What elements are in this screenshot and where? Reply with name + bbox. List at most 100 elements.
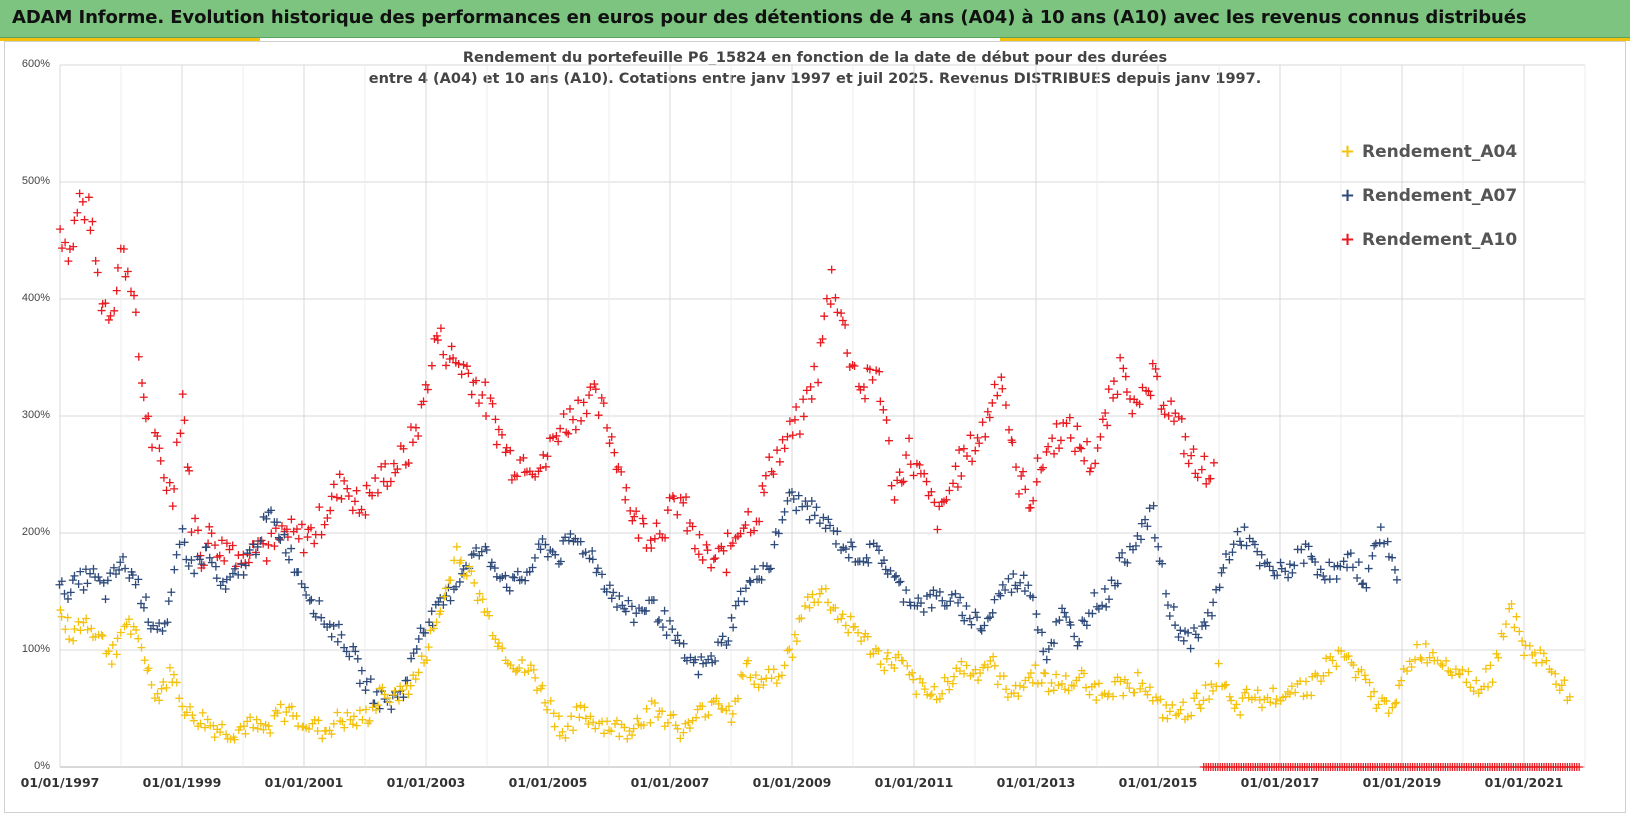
a07-point	[351, 647, 360, 656]
a04-point	[462, 571, 471, 580]
a04-point	[126, 630, 135, 639]
a04-point	[1428, 648, 1437, 657]
a07-point	[1150, 533, 1159, 542]
a07-point	[750, 565, 759, 574]
a04-point	[589, 718, 598, 727]
a04-point	[1179, 698, 1188, 707]
a07-point	[831, 539, 840, 548]
a07-point	[844, 553, 853, 562]
a07-point	[880, 556, 889, 565]
a04-point	[1009, 689, 1018, 698]
a04-point	[1214, 659, 1223, 668]
a10-point	[652, 519, 661, 528]
a04-point	[112, 650, 121, 659]
a10-point	[222, 539, 231, 548]
a10-point	[955, 446, 964, 455]
a10-point	[650, 534, 659, 543]
a07-point	[824, 515, 833, 524]
a07-point	[841, 545, 850, 554]
a04-point	[838, 610, 847, 619]
a10-point	[814, 378, 823, 387]
a07-point	[977, 626, 986, 635]
a04-point	[1156, 695, 1165, 704]
a10-point	[467, 390, 476, 399]
a04-point	[909, 675, 918, 684]
a07-point	[370, 699, 379, 708]
a07-point	[111, 570, 120, 579]
a07-point	[1082, 621, 1091, 630]
a04-point	[795, 614, 804, 623]
a04-point	[450, 556, 459, 565]
a07-point	[736, 587, 745, 596]
a10-point	[257, 536, 266, 545]
a07-point	[727, 613, 736, 622]
a04-point	[61, 625, 70, 634]
a10-point	[454, 359, 463, 368]
a07-point	[1242, 541, 1251, 550]
a10-point	[792, 402, 801, 411]
a07-point	[1390, 565, 1399, 574]
a04-point	[831, 603, 840, 612]
a07-point	[170, 565, 179, 574]
a04-point	[821, 584, 830, 593]
a10-point	[875, 367, 884, 376]
a10-point	[893, 476, 902, 485]
a04-point	[155, 696, 164, 705]
a10-point	[449, 354, 458, 363]
a10-point	[1065, 413, 1074, 422]
a10-point	[282, 525, 291, 534]
a10-point	[340, 476, 349, 485]
a07-point	[792, 506, 801, 515]
a07-point	[774, 529, 783, 538]
a10-point	[971, 446, 980, 455]
legend-marker-a10: +	[1340, 229, 1356, 250]
a04-point	[1382, 697, 1391, 706]
a04-point	[1525, 641, 1534, 650]
a10-point	[168, 502, 177, 511]
a07-point	[1353, 574, 1362, 583]
a10-point	[411, 423, 420, 432]
a07-point	[144, 618, 153, 627]
a10-point	[1001, 401, 1010, 410]
a07-point	[101, 595, 110, 604]
a07-point	[1136, 535, 1145, 544]
a07-point	[528, 563, 537, 572]
a10-point	[299, 548, 308, 557]
a10-point	[719, 546, 728, 555]
a07-point	[128, 571, 137, 580]
a07-point	[675, 639, 684, 648]
a04-point	[628, 731, 637, 740]
a07-point	[847, 538, 856, 547]
a10-point	[922, 477, 931, 486]
a10-point	[1070, 447, 1079, 456]
a07-point	[1176, 626, 1185, 635]
a10-point	[1171, 409, 1180, 418]
a10-point	[683, 526, 692, 535]
a07-point	[649, 596, 658, 605]
a04-point	[1542, 656, 1551, 665]
chart-frame	[4, 41, 1626, 813]
a07-point	[668, 625, 677, 634]
a04-point	[584, 719, 593, 728]
a10-point	[357, 505, 366, 514]
a07-point	[70, 571, 79, 580]
a10-point	[990, 380, 999, 389]
a07-point	[980, 621, 989, 630]
a10-point	[433, 336, 442, 345]
a04-point	[1054, 681, 1063, 690]
a07-point	[184, 562, 193, 571]
a04-point	[1227, 696, 1236, 705]
a10-point	[404, 459, 413, 468]
a10-point	[682, 493, 691, 502]
a04-point	[857, 637, 866, 646]
a10-point	[297, 520, 306, 529]
a10-point	[765, 453, 774, 462]
a10-point	[822, 294, 831, 303]
a10-point	[577, 416, 586, 425]
a04-point	[738, 672, 747, 681]
a04-point	[1225, 692, 1234, 701]
a07-point	[74, 580, 83, 589]
a07-point	[780, 507, 789, 516]
a10-point	[605, 439, 614, 448]
a04-point	[1143, 690, 1152, 699]
